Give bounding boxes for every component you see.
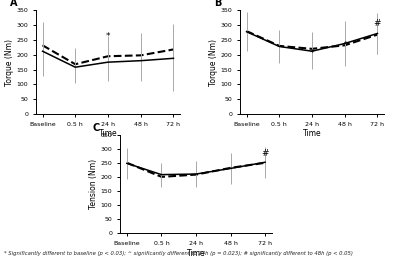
Text: *: *	[310, 49, 314, 58]
Y-axis label: Tension (Nm): Tension (Nm)	[89, 159, 98, 209]
Text: B: B	[214, 0, 222, 8]
Legend: Cow's milk, Sheep's milk: Cow's milk, Sheep's milk	[262, 52, 328, 72]
Text: * Significantly different to baseline (p < 0.03); ^ significantly different to 2: * Significantly different to baseline (p…	[4, 251, 353, 256]
Text: *: *	[106, 32, 110, 41]
X-axis label: Time: Time	[303, 130, 321, 138]
Text: C: C	[93, 123, 100, 133]
Y-axis label: Torque (Nm): Torque (Nm)	[209, 39, 218, 86]
X-axis label: Time: Time	[187, 249, 205, 257]
Text: A: A	[10, 0, 18, 8]
Y-axis label: Torque (Nm): Torque (Nm)	[5, 39, 14, 86]
Text: ^: ^	[341, 41, 348, 50]
Text: #: #	[261, 149, 269, 158]
Text: #: #	[374, 19, 381, 27]
X-axis label: Time: Time	[99, 130, 117, 138]
